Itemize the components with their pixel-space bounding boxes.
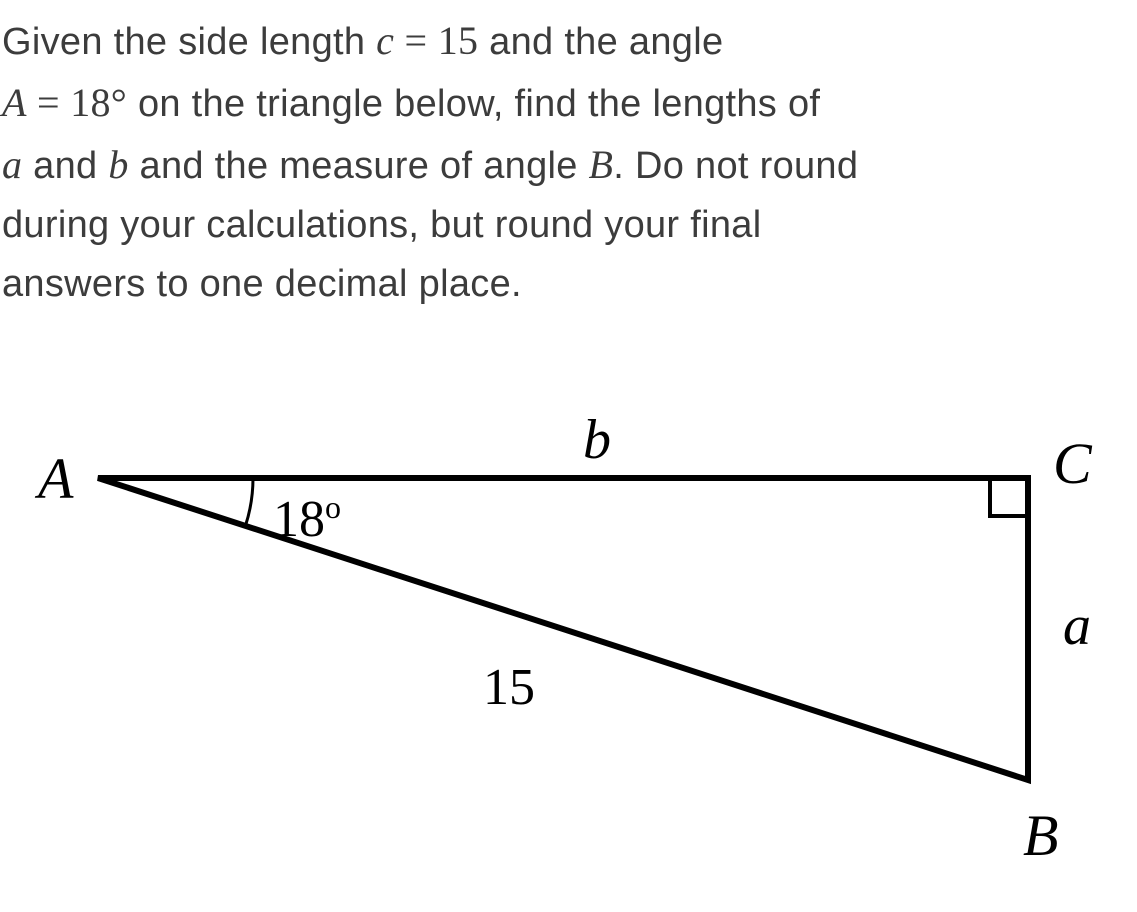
math-a: a	[2, 142, 22, 187]
text-seg: and	[22, 145, 108, 187]
triangle-shape	[98, 478, 1028, 780]
triangle-svg: A B C a b 15 18o	[20, 410, 1120, 900]
line-1: Given the side length c = 15 and the ang…	[2, 10, 1137, 72]
line-5: answers to one decimal place.	[2, 255, 1137, 314]
side-label-a: a	[1063, 595, 1091, 657]
math-eq: = 18°	[27, 80, 127, 125]
line-3: a and b and the measure of angle B. Do n…	[2, 134, 1137, 196]
text-seg: and the measure of angle	[129, 145, 589, 187]
math-c: c	[376, 18, 394, 63]
vertex-label-B: B	[1023, 803, 1058, 868]
text-seg: and the angle	[478, 21, 723, 63]
triangle-diagram: A B C a b 15 18o	[20, 410, 1120, 900]
hypotenuse-label: 15	[483, 659, 535, 716]
math-b: b	[108, 142, 128, 187]
math-A: A	[2, 80, 27, 125]
line-2: A = 18° on the triangle below, find the …	[2, 72, 1137, 134]
math-B: B	[589, 142, 614, 187]
text-seg: . Do not round	[613, 145, 858, 187]
angle-value: 18	[273, 491, 325, 548]
right-angle-marker	[990, 478, 1028, 516]
vertex-label-C: C	[1053, 431, 1093, 496]
math-eq: = 15	[394, 18, 478, 63]
vertex-label-A: A	[34, 446, 74, 511]
line-4: during your calculations, but round your…	[2, 196, 1137, 255]
problem-statement: Given the side length c = 15 and the ang…	[0, 0, 1137, 314]
angle-label: 18o	[273, 489, 341, 548]
text-seg: on the triangle below, find the lengths …	[127, 83, 820, 125]
text-seg: Given the side length	[2, 21, 376, 63]
degree-symbol: o	[325, 489, 341, 525]
angle-arc-A	[245, 478, 253, 526]
side-label-b: b	[583, 410, 611, 471]
